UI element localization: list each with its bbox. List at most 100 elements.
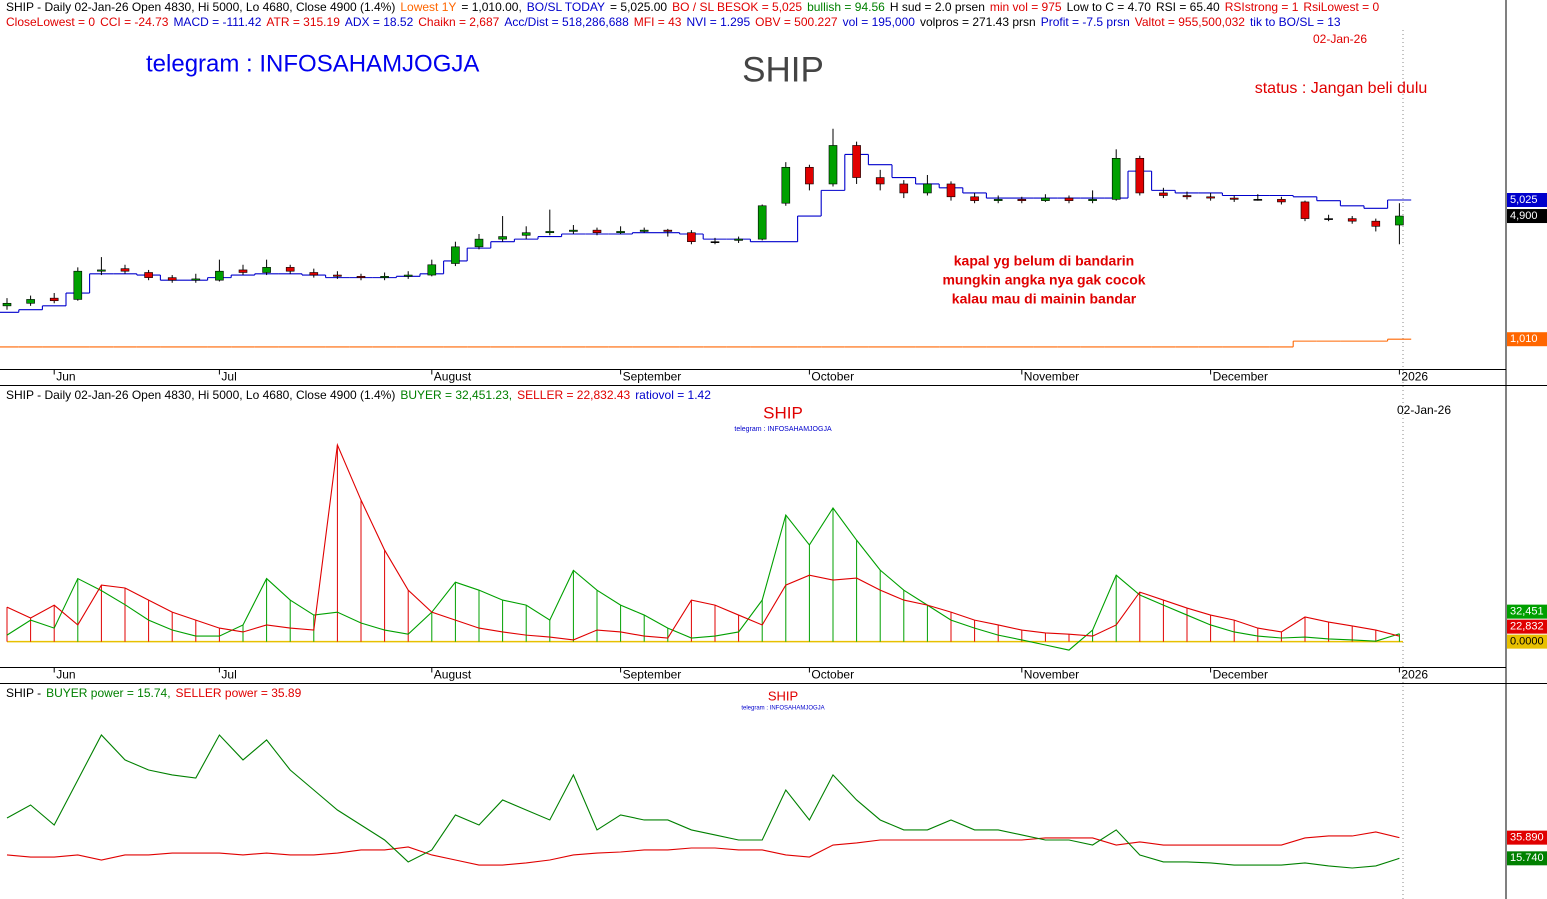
candle-body: [356, 276, 366, 278]
header-item: BUYER = 32,451.23,: [400, 388, 512, 402]
value-tag: [1507, 193, 1547, 207]
x-tick-label: November: [1024, 370, 1079, 384]
value-tag: [1507, 604, 1547, 619]
x-tick-label: August: [434, 370, 472, 384]
candle-body: [120, 268, 130, 272]
header-item: bullish = 94.56: [807, 0, 885, 14]
x-tick-label: December: [1213, 668, 1268, 682]
header-item: CloseLowest = 0: [6, 15, 95, 29]
candle-body: [333, 274, 342, 277]
candle-body: [852, 145, 861, 178]
value-tag-label: 0.0000: [1510, 636, 1544, 648]
chart-title: SHIP: [768, 688, 798, 703]
x-tick-label: Jul: [221, 370, 236, 384]
candle-body: [285, 267, 295, 272]
candle-body: [1088, 199, 1097, 201]
header-item: H sud = 2.0 prsen: [890, 0, 985, 14]
header-item: SELLER power = 35.89: [176, 686, 302, 700]
candle-body: [427, 264, 437, 276]
candle-body: [875, 177, 885, 185]
x-tick-label: 2026: [1401, 668, 1428, 682]
series-line: [6, 734, 1400, 869]
x-tick-label: Jun: [56, 668, 75, 682]
date-label: 02-Jan-26: [1397, 403, 1451, 417]
candle-body: [144, 272, 153, 278]
value-tag: [1507, 634, 1547, 649]
x-tick-label: November: [1024, 668, 1079, 682]
header-item: OBV = 500.227: [755, 15, 838, 29]
header-item: ADX = 18.52: [345, 15, 414, 29]
header-item: SHIP -: [6, 686, 41, 700]
candle-body: [1324, 218, 1333, 220]
header-item: RSI = 65.40: [1156, 0, 1220, 14]
value-tag: [1507, 332, 1547, 347]
candle-body: [26, 299, 35, 304]
value-tag-label: 35.890: [1510, 832, 1544, 844]
candle-body: [1017, 199, 1027, 201]
candle-body: [1041, 197, 1050, 201]
header-item: ratiovol = 1.42: [635, 388, 711, 402]
x-tick-label: Jul: [221, 668, 236, 682]
candle-body: [191, 278, 201, 281]
header-item: Low to C = 4.70: [1067, 0, 1152, 14]
candle-body: [687, 232, 696, 242]
candle-body: [639, 229, 649, 232]
subtitle: telegram : INFOSAHAMJOGJA: [734, 426, 832, 433]
candle-body: [1371, 220, 1381, 227]
header-item: RsiLowest = 0: [1303, 0, 1379, 14]
candle-body: [238, 269, 248, 273]
candle-body: [1111, 158, 1121, 200]
x-tick-label: August: [434, 668, 472, 682]
header-item: Chaikn = 2,687: [418, 15, 499, 29]
candle-body: [1277, 199, 1286, 203]
header-item: BO / SL BESOK = 5,025: [672, 0, 802, 14]
header-line: SHIP - BUYER power = 15.74, SELLER power =…: [6, 686, 302, 700]
value-tag-label: 4,900: [1510, 210, 1538, 222]
candle-body: [1395, 215, 1404, 226]
date-label: 02-Jan-26: [1313, 32, 1367, 46]
header-item: RSIstrong = 1: [1225, 0, 1299, 14]
chart-title: SHIP: [763, 403, 803, 422]
x-tick-label: December: [1213, 370, 1268, 384]
candle-body: [592, 229, 602, 234]
header-item: MACD = -111.42: [173, 15, 261, 29]
candle-body: [616, 231, 625, 234]
candle-body: [734, 238, 743, 241]
header-item: vol = 195,000: [843, 15, 916, 29]
header-item: Profit = -7.5 prsn: [1041, 15, 1130, 29]
candle-body: [569, 229, 578, 232]
candle-body: [993, 199, 1003, 201]
header-item: MFI = 43: [634, 15, 682, 29]
candle-body: [545, 231, 555, 234]
candle-body: [309, 272, 319, 276]
x-tick-label: September: [623, 668, 682, 682]
value-tag: [1507, 830, 1547, 845]
header-item: Acc/Dist = 518,286,688: [504, 15, 629, 29]
candle-body: [710, 241, 720, 243]
value-tag: [1507, 209, 1547, 224]
value-tag-label: 32,451: [1510, 606, 1544, 618]
candle-body: [828, 145, 838, 185]
watermark: telegram : INFOSAHAMJOGJA: [146, 50, 479, 77]
candle-body: [1182, 195, 1192, 198]
candle-body: [1229, 197, 1239, 200]
header-item: NVI = 1.295: [686, 15, 750, 29]
candle-body: [1300, 201, 1310, 219]
x-tick-label: October: [811, 668, 854, 682]
annotation: mungkin angka nya gak cocok: [942, 272, 1145, 288]
candle-body: [97, 269, 106, 272]
header-item: SELLER = 22,832.43: [517, 388, 630, 402]
candle-body: [498, 236, 507, 240]
candle-body: [474, 238, 484, 248]
candle-body: [215, 270, 224, 281]
candle-body: [663, 229, 673, 232]
x-tick-label: October: [811, 370, 854, 384]
x-tick-label: 2026: [1401, 370, 1428, 384]
header-item: Valtot = 955,500,032: [1135, 15, 1246, 29]
header-item: min vol = 975: [990, 0, 1062, 14]
candle-body: [451, 246, 460, 264]
header-item: BUYER power = 15.74,: [46, 686, 170, 700]
header-item: ATR = 315.19: [266, 15, 340, 29]
chart-title: SHIP: [742, 50, 824, 89]
